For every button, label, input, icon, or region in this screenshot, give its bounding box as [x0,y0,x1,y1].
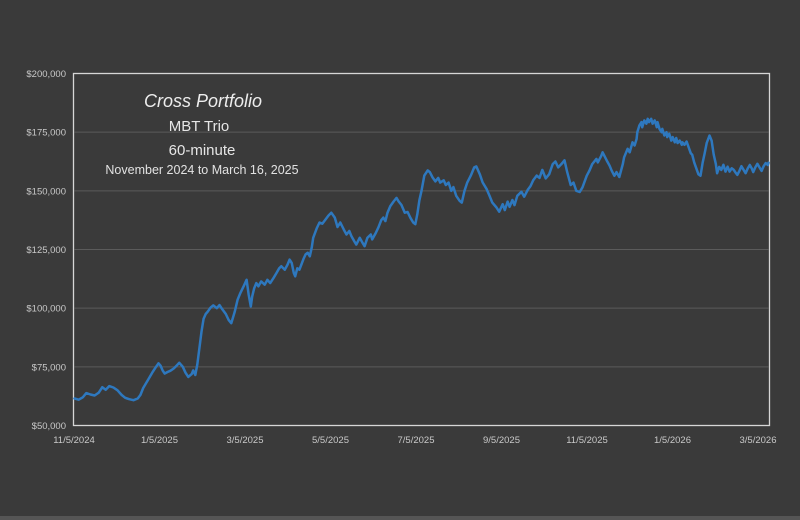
chart-subtitle-date-range: November 2024 to March 16, 2025 [105,163,298,177]
plot-area-border [72,72,771,427]
x-tick-label: 7/5/2025 [398,435,435,446]
chart-subtitle-strategy: MBT Trio [169,118,230,135]
y-tick-label: $200,000 [26,69,66,80]
x-axis-labels: 11/5/2024 1/5/2025 3/5/2025 5/5/2025 7/5/202… [53,435,776,446]
x-tick-label: 3/5/2026 [740,435,777,446]
y-axis-labels: $200,000 $175,000 $150,000 $125,000 $100,000… [26,69,66,432]
y-tick-label: $125,000 [26,245,66,256]
x-tick-label: 11/5/2025 [566,435,608,446]
x-tick-label: 9/5/2025 [483,435,520,446]
x-tick-label: 1/5/2025 [141,435,178,446]
x-tick-label: 3/5/2025 [227,435,264,446]
gridlines [74,131,769,368]
chart-subtitle-timeframe: 60-minute [169,142,236,159]
y-tick-label: $75,000 [32,362,66,373]
equity-curve-line [73,117,770,402]
x-tick-label: 11/5/2024 [53,435,95,446]
y-tick-label: $50,000 [32,421,66,432]
chart-title: Cross Portfolio [144,91,262,111]
y-tick-label: $100,000 [26,304,66,315]
y-tick-label: $175,000 [26,128,66,139]
x-tick-label: 1/5/2026 [654,435,691,446]
y-tick-label: $150,000 [26,186,66,197]
x-tick-label: 5/5/2025 [312,435,349,446]
bottom-edge-strip [0,516,800,520]
